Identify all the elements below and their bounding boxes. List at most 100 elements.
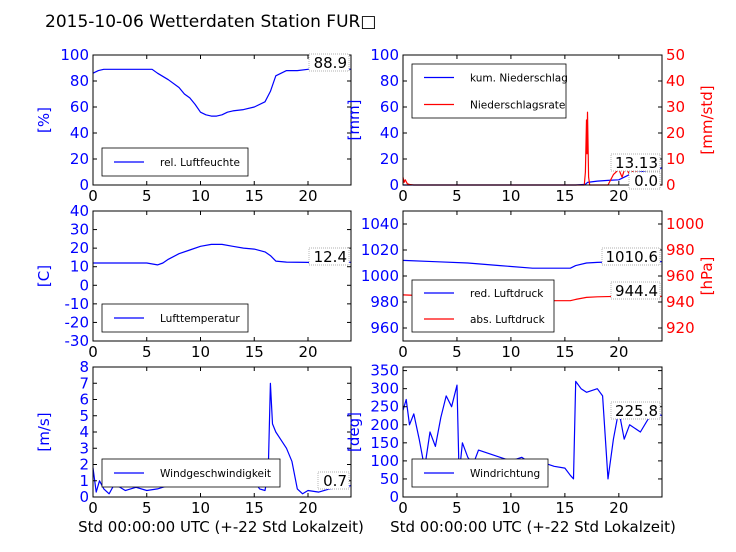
y-tick-label-right: 980 [666,241,695,259]
x-tick-label: 20 [298,343,317,361]
x-tick-label: 0 [398,343,408,361]
axes-frame [92,210,352,342]
legend-temperature: Lufttemperatur [101,303,249,333]
x-tick-label: 5 [142,187,152,205]
x-tick-label: 20 [298,187,317,205]
current-value-label: 0.0 [634,172,658,190]
y-tick-label: 20 [380,150,399,168]
legend-label: red. Luftdruck [470,288,544,300]
y-tick-label: 1000 [361,267,399,285]
y-axis-label: [m/s] [35,412,53,451]
y-tick-label-right: 30 [666,98,685,116]
current-value-label: 0.7 [323,472,347,490]
x-tick-label: 10 [501,499,520,517]
legend-label: Windgeschwindigkeit [160,468,271,480]
legend-label: Lufttemperatur [160,313,240,325]
y-tick-label: 50 [380,470,399,488]
x-tick-label: 20 [609,343,628,361]
x-tick-label: 10 [191,499,210,517]
x-tick-label: 5 [142,499,152,517]
x-tick-label: 10 [501,343,520,361]
y-tick-label-right: 0 [666,176,676,194]
legend-label: abs. Luftdruck [470,314,546,326]
y-tick-label: -30 [65,332,90,350]
y-tick-label: 300 [370,380,399,398]
x-tick-label: 10 [191,343,210,361]
y-tick-label: 250 [370,398,399,416]
value-box [628,171,661,190]
series-line-humidity-0 [92,67,352,117]
legend-box [411,63,567,119]
value-box [317,471,350,490]
y-tick-label-right: 960 [666,267,695,285]
chart-wind_speed: 0 5 10 15 20012345678[m/s]Windgeschwindigkei… [35,358,352,517]
x-axis-label-right: Std 00:00:00 UTC (+-22 Std Lokalzeit) [390,518,676,536]
chart-precip: 0 5 10 15 20 0 20 40 60 80 100 0 10 20 30 40 50 [mm] [mm/s… [345,46,716,205]
value-box [308,53,350,72]
x-tick-label: 15 [245,343,264,361]
y-tick-label: 1020 [361,241,399,259]
y-tick-label-right: 20 [666,124,685,142]
y-tick-label: 0 [79,176,89,194]
current-value-label: 13.13 [615,154,658,172]
y-tick-label: 200 [370,416,399,434]
y-tick-label: 40 [380,124,399,142]
y-axis-label: [mm] [345,100,363,141]
x-tick-label: 20 [609,499,628,517]
y-axis-label: [C] [35,265,53,287]
y-tick-label-right: 940 [666,293,695,311]
y-tick-label: -20 [65,313,90,331]
y-tick-label: 10 [70,258,89,276]
current-value-label: 88.9 [314,54,347,72]
series-line-temperature-0 [93,243,351,266]
x-tick-label: 15 [245,499,264,517]
x-tick-label: 5 [452,187,462,205]
legend-label: kum. Niederschlag [470,73,568,85]
x-tick-label: 10 [191,187,210,205]
y-axis-label-right: [hPa] [698,257,716,296]
y-tick-label: 980 [370,293,399,311]
y-tick-label: 30 [70,221,89,239]
y-tick-label: 0 [389,176,399,194]
y-tick-label: 0 [389,488,399,506]
current-value-label: 1010.6 [606,248,659,266]
legend-wind_dir: Windrichtung [411,458,549,488]
y-tick-label-right: 40 [666,72,685,90]
value-box [610,153,661,172]
y-tick-label: 0 [79,276,89,294]
legend-label: rel. Luftfeuchte [160,157,240,169]
value-box [610,401,661,420]
value-box [601,247,661,266]
x-tick-label: 20 [609,187,628,205]
y-tick-label: 5 [79,407,89,425]
x-tick-label: 15 [555,499,574,517]
y-tick-label: -10 [65,295,90,313]
x-tick-label: 15 [245,187,264,205]
chart-temperature: 0 5 10 15 20-30-20-10010203040[C]Lufttempera… [35,202,352,361]
y-tick-label: 7 [79,374,89,392]
y-tick-label: 100 [60,46,89,64]
y-tick-label-right: 10 [666,150,685,168]
legend-pressure: red. Luftdruck abs. Luftdruck [411,279,555,333]
y-tick-label: 4 [79,423,89,441]
current-value-label: 12.4 [314,248,347,266]
x-tick-label: 5 [142,343,152,361]
y-tick-label: 80 [70,72,89,90]
x-tick-label: 20 [298,499,317,517]
legend-wind_speed: Windgeschwindigkeit [101,458,281,488]
axes-frame [402,366,663,498]
y-tick-label-right: 920 [666,319,695,337]
y-tick-label: 1 [79,472,89,490]
x-tick-label: 0 [398,187,408,205]
x-tick-label: 0 [88,343,98,361]
axes-frame [92,54,352,186]
series-line-precip-1 [402,111,662,186]
y-tick-label: 40 [70,124,89,142]
y-tick-label: 6 [79,391,89,409]
x-tick-label: 15 [555,343,574,361]
y-tick-label: 1040 [361,215,399,233]
y-tick-label: 0 [79,488,89,506]
y-tick-label: 150 [370,434,399,452]
